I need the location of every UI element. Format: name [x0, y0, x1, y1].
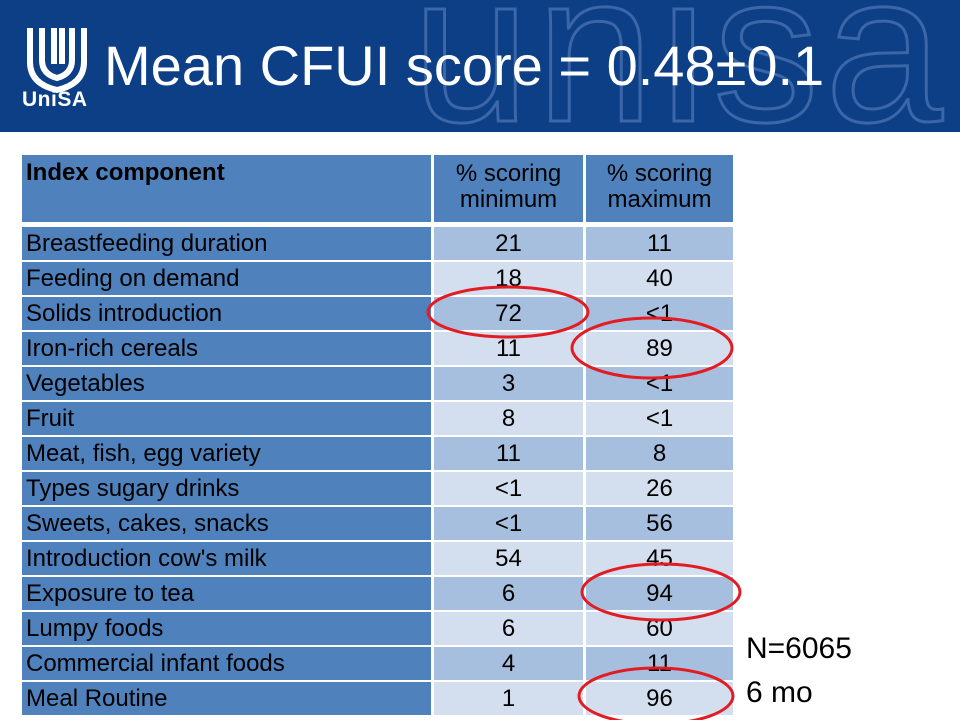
table-row: Sweets, cakes, snacks <1 56: [22, 507, 733, 542]
column-header-maximum: % scoring maximum: [586, 155, 733, 227]
component-cell: Types sugary drinks: [22, 472, 434, 507]
minimum-cell: <1: [434, 472, 586, 507]
column-header-minimum-line2: minimum: [459, 186, 558, 213]
table-row: Solids introduction 72 <1: [22, 297, 733, 332]
column-header-maximum-line2: maximum: [607, 186, 712, 213]
unisa-watermark: unisa: [411, 0, 949, 132]
maximum-cell: 11: [586, 647, 733, 682]
cfui-components-table: Index component % scoring minimum % scor…: [22, 155, 733, 717]
column-header-maximum-line1: % scoring: [606, 160, 713, 187]
unisa-logo-icon: [27, 28, 87, 94]
column-header-component: Index component: [22, 155, 434, 227]
component-cell: Commercial infant foods: [22, 647, 434, 682]
minimum-cell: 3: [434, 367, 586, 402]
maximum-cell: 94: [586, 577, 733, 612]
table-row: Meat, fish, egg variety 11 8: [22, 437, 733, 472]
maximum-cell: 26: [586, 472, 733, 507]
cfui-table-container: Index component % scoring minimum % scor…: [22, 155, 733, 717]
maximum-cell: 8: [586, 437, 733, 472]
component-cell: Lumpy foods: [22, 612, 434, 647]
table-row: Vegetables 3 <1: [22, 367, 733, 402]
table-row: Lumpy foods 6 60: [22, 612, 733, 647]
table-row: Introduction cow's milk 54 45: [22, 542, 733, 577]
maximum-cell: <1: [586, 402, 733, 437]
age-note: 6 mo: [746, 676, 813, 709]
component-cell: Solids introduction: [22, 297, 434, 332]
table-row: Iron-rich cereals 11 89: [22, 332, 733, 367]
title-bar: unisa UniSA Mean CFUI score = 0.48±0.1: [0, 0, 960, 132]
column-header-minimum: % scoring minimum: [434, 155, 586, 227]
logo-text: UniSA: [22, 88, 88, 111]
maximum-cell: 89: [586, 332, 733, 367]
maximum-cell: 40: [586, 262, 733, 297]
maximum-cell: <1: [586, 297, 733, 332]
component-cell: Vegetables: [22, 367, 434, 402]
minimum-cell: 18: [434, 262, 586, 297]
minimum-cell: 11: [434, 332, 586, 367]
maximum-cell: 56: [586, 507, 733, 542]
table-row: Meal Routine 1 96: [22, 682, 733, 717]
table-header-row: Index component % scoring minimum % scor…: [22, 155, 733, 227]
component-cell: Exposure to tea: [22, 577, 434, 612]
maximum-cell: <1: [586, 367, 733, 402]
minimum-cell: <1: [434, 507, 586, 542]
table-row: Commercial infant foods 4 11: [22, 647, 733, 682]
component-cell: Meat, fish, egg variety: [22, 437, 434, 472]
minimum-cell: 8: [434, 402, 586, 437]
table-row: Feeding on demand 18 40: [22, 262, 733, 297]
page-title: Mean CFUI score = 0.48±0.1: [104, 34, 825, 97]
maximum-cell: 45: [586, 542, 733, 577]
table-row: Exposure to tea 6 94: [22, 577, 733, 612]
minimum-cell: 11: [434, 437, 586, 472]
component-cell: Introduction cow's milk: [22, 542, 434, 577]
table-row: Types sugary drinks <1 26: [22, 472, 733, 507]
minimum-cell: 72: [434, 297, 586, 332]
component-cell: Breastfeeding duration: [22, 227, 434, 262]
component-cell: Feeding on demand: [22, 262, 434, 297]
maximum-cell: 11: [586, 227, 733, 262]
maximum-cell: 60: [586, 612, 733, 647]
table-row: Breastfeeding duration 21 11: [22, 227, 733, 262]
minimum-cell: 4: [434, 647, 586, 682]
minimum-cell: 6: [434, 612, 586, 647]
minimum-cell: 54: [434, 542, 586, 577]
component-cell: Fruit: [22, 402, 434, 437]
maximum-cell: 96: [586, 682, 733, 717]
component-cell: Meal Routine: [22, 682, 434, 717]
minimum-cell: 1: [434, 682, 586, 717]
component-cell: Sweets, cakes, snacks: [22, 507, 434, 542]
sample-size-note: N=6065: [746, 632, 852, 665]
component-cell: Iron-rich cereals: [22, 332, 434, 367]
column-header-minimum-line1: % scoring: [455, 160, 562, 187]
minimum-cell: 6: [434, 577, 586, 612]
table-row: Fruit 8 <1: [22, 402, 733, 437]
minimum-cell: 21: [434, 227, 586, 262]
